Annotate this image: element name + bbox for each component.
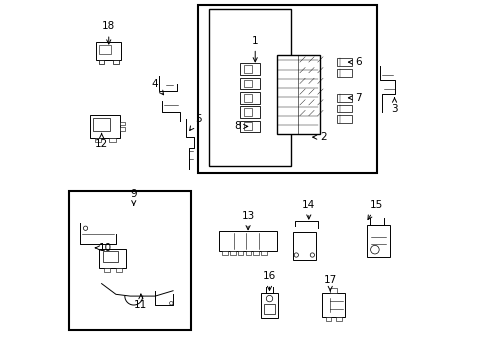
Bar	[240, 121, 259, 132]
Bar	[208, 9, 290, 166]
Bar	[366, 225, 389, 257]
Bar	[337, 105, 351, 112]
Bar	[244, 108, 251, 116]
Bar	[263, 303, 275, 314]
Bar	[240, 78, 259, 89]
Text: 17: 17	[323, 275, 336, 291]
Text: 15: 15	[367, 200, 383, 220]
Text: 13: 13	[241, 211, 254, 230]
Bar	[337, 94, 351, 102]
Text: 11: 11	[134, 294, 147, 310]
Bar	[95, 138, 101, 141]
Text: 14: 14	[302, 200, 315, 219]
Bar	[93, 118, 110, 131]
Bar	[253, 251, 259, 255]
Bar	[240, 63, 259, 75]
Text: 10: 10	[95, 243, 112, 253]
Bar	[99, 249, 125, 269]
Bar	[96, 42, 121, 60]
Bar	[276, 55, 319, 134]
Bar	[90, 115, 120, 138]
Bar	[99, 45, 111, 54]
Text: 3: 3	[390, 98, 397, 113]
Bar	[244, 80, 251, 87]
Text: 16: 16	[263, 271, 276, 291]
Bar	[99, 60, 104, 64]
Bar	[325, 317, 331, 321]
Bar	[245, 251, 251, 255]
Bar	[244, 122, 251, 130]
Text: 7: 7	[347, 93, 362, 103]
Text: 6: 6	[347, 57, 362, 67]
Bar	[260, 293, 278, 318]
Bar	[261, 251, 266, 255]
Text: 4: 4	[152, 78, 163, 95]
Text: 18: 18	[102, 21, 115, 44]
Bar	[336, 317, 341, 321]
Bar	[109, 138, 115, 141]
Bar	[120, 122, 124, 125]
Bar	[113, 60, 119, 64]
Text: 2: 2	[312, 132, 325, 142]
Bar	[292, 232, 315, 260]
Bar	[244, 94, 251, 102]
Bar	[120, 127, 124, 131]
Bar	[322, 293, 345, 317]
Text: 9: 9	[130, 189, 137, 205]
Bar	[229, 251, 235, 255]
Bar	[329, 288, 337, 293]
Bar	[222, 251, 227, 255]
Bar	[104, 269, 110, 272]
Bar	[337, 115, 351, 123]
Text: 1: 1	[251, 36, 258, 62]
Bar	[240, 92, 259, 104]
Bar	[116, 269, 122, 272]
Bar	[198, 5, 376, 173]
Text: 8: 8	[234, 121, 247, 131]
Bar	[244, 65, 251, 73]
Text: 12: 12	[95, 134, 108, 149]
Bar	[337, 69, 351, 77]
Bar	[69, 191, 190, 330]
Bar	[103, 251, 118, 262]
Bar	[237, 251, 243, 255]
Bar	[240, 106, 259, 118]
Bar	[219, 231, 276, 251]
Bar	[337, 58, 351, 66]
Text: 5: 5	[189, 114, 201, 130]
